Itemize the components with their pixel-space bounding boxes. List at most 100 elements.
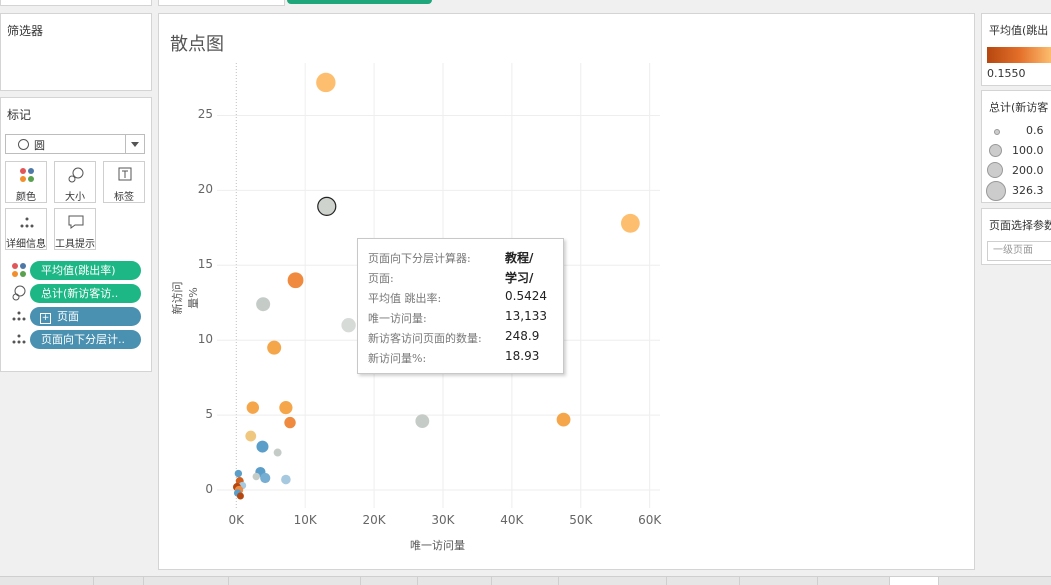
data-point[interactable] bbox=[273, 448, 282, 457]
data-point[interactable] bbox=[245, 430, 257, 442]
data-point[interactable] bbox=[246, 401, 260, 414]
data-point[interactable] bbox=[236, 492, 244, 500]
sheet-tab[interactable] bbox=[229, 577, 361, 585]
pill-sum-new-visitors[interactable]: 总计(新访客访.. bbox=[30, 284, 141, 303]
active-sheet-tab[interactable] bbox=[890, 577, 939, 585]
tooltip-value: 教程/ bbox=[505, 251, 534, 265]
y-tick-label: 25 bbox=[197, 107, 213, 122]
data-point[interactable] bbox=[556, 412, 571, 427]
size-icon bbox=[12, 285, 26, 301]
y-tick-label: 20 bbox=[197, 182, 213, 197]
color-legend[interactable]: 平均值(跳出 0.1550 bbox=[981, 13, 1051, 86]
tooltip-value: 18.93 bbox=[505, 349, 540, 363]
data-point[interactable] bbox=[279, 401, 293, 415]
sheet-tab[interactable] bbox=[94, 577, 144, 585]
detail-dots-icon bbox=[12, 334, 26, 344]
filters-shelf[interactable]: 筛选器 bbox=[0, 13, 152, 91]
data-point[interactable] bbox=[316, 72, 336, 93]
color-button[interactable]: 颜色 bbox=[5, 161, 47, 203]
detail-button[interactable]: 详细信息 bbox=[5, 208, 47, 250]
x-tick-label: 10K bbox=[293, 513, 317, 527]
data-point[interactable] bbox=[284, 416, 296, 429]
color-palette-icon bbox=[12, 263, 26, 277]
sheet-tab[interactable] bbox=[0, 577, 94, 585]
active-sheet-tab[interactable] bbox=[287, 0, 432, 4]
chevron-down-icon bbox=[131, 142, 139, 147]
detail-dots-icon bbox=[20, 217, 34, 228]
dropdown-divider bbox=[125, 135, 126, 153]
size-swatch bbox=[986, 181, 1006, 201]
marks-title: 标记 bbox=[7, 108, 32, 122]
parameter-control: 页面选择参数 一级页面 bbox=[981, 208, 1051, 265]
size-legend-item: 326.3 bbox=[1012, 184, 1044, 197]
size-legend-item: 0.6 bbox=[1026, 124, 1044, 137]
data-point[interactable] bbox=[287, 272, 304, 289]
size-button[interactable]: 大小 bbox=[54, 161, 96, 203]
tooltip-label: 新访客访问页面的数量: bbox=[368, 332, 482, 345]
pill-avg-bounce[interactable]: 平均值(跳出率) bbox=[30, 261, 141, 280]
mark-type-dropdown[interactable]: 圆 bbox=[5, 134, 145, 154]
data-point[interactable] bbox=[281, 474, 291, 485]
size-legend-title: 总计(新访客 bbox=[989, 101, 1049, 114]
data-points[interactable] bbox=[232, 72, 640, 500]
sheet-tab[interactable] bbox=[418, 577, 492, 585]
top-card-middle bbox=[158, 0, 285, 6]
tooltip-label: 新访问量%: bbox=[368, 352, 427, 365]
data-point[interactable] bbox=[234, 469, 243, 478]
tooltip-label: 平均值 跳出率: bbox=[368, 292, 442, 305]
sheet-tab[interactable] bbox=[492, 577, 559, 585]
sheet-tab[interactable] bbox=[818, 577, 890, 585]
size-legend[interactable]: 总计(新访客 0.6 100.0 200.0 326.3 bbox=[981, 90, 1051, 203]
tooltip-button[interactable]: 工具提示 bbox=[54, 208, 96, 250]
tooltip-value: 0.5424 bbox=[505, 289, 547, 303]
sheet-tab-bar bbox=[0, 576, 1051, 585]
data-point[interactable] bbox=[260, 472, 271, 484]
color-button-label: 颜色 bbox=[16, 192, 36, 203]
y-tick-label: 10 bbox=[197, 332, 213, 347]
color-palette-icon bbox=[20, 168, 34, 182]
pill-page[interactable]: + 页面 bbox=[30, 307, 141, 326]
sheet-tab[interactable] bbox=[740, 577, 818, 585]
detail-dots-icon bbox=[12, 311, 26, 321]
tooltip-label: 页面: bbox=[368, 272, 394, 285]
expand-plus-icon: + bbox=[40, 313, 51, 324]
label-button-label: 标签 bbox=[114, 192, 134, 203]
tooltip-label: 唯一访问量: bbox=[368, 312, 427, 325]
data-point[interactable] bbox=[341, 318, 356, 333]
data-point[interactable] bbox=[267, 340, 282, 355]
chart-title: 散点图 bbox=[170, 34, 224, 55]
x-tick-label: 50K bbox=[569, 513, 593, 527]
x-axis-title: 唯一访问量 bbox=[410, 539, 465, 552]
size-button-label: 大小 bbox=[65, 192, 85, 203]
sheet-tab[interactable] bbox=[361, 577, 418, 585]
sheet-tab[interactable] bbox=[144, 577, 229, 585]
color-legend-title: 平均值(跳出 bbox=[989, 24, 1049, 37]
data-point[interactable] bbox=[317, 196, 337, 216]
sheet-tab[interactable] bbox=[667, 577, 740, 585]
pill-page-drilldown[interactable]: 页面向下分层计.. bbox=[30, 330, 141, 349]
sheet-tab[interactable] bbox=[559, 577, 667, 585]
data-point[interactable] bbox=[256, 440, 269, 453]
color-gradient-bar bbox=[987, 47, 1051, 63]
top-toolbar bbox=[0, 0, 1051, 8]
tooltip-value: 13,133 bbox=[505, 309, 547, 323]
tooltip-label: 页面向下分层计算器: bbox=[368, 252, 471, 265]
data-point[interactable] bbox=[256, 297, 271, 312]
page-select-dropdown[interactable]: 一级页面 bbox=[987, 241, 1051, 261]
tooltip-button-label: 工具提示 bbox=[55, 239, 95, 250]
x-tick-label: 20K bbox=[362, 513, 386, 527]
size-swatch bbox=[994, 129, 1000, 135]
data-point[interactable] bbox=[415, 414, 430, 428]
label-button[interactable]: 标签 bbox=[103, 161, 145, 203]
top-card-left bbox=[0, 0, 152, 6]
pill-page-label: 页面 bbox=[57, 310, 79, 323]
data-point[interactable] bbox=[252, 472, 260, 481]
speech-bubble-icon bbox=[68, 215, 84, 229]
color-legend-min: 0.1550 bbox=[987, 67, 1026, 80]
data-point[interactable] bbox=[620, 213, 640, 233]
x-tick-label: 30K bbox=[431, 513, 455, 527]
y-tick-label: 0 bbox=[205, 482, 213, 497]
tooltip-popup: 页面向下分层计算器: 教程/ 页面: 学习/ 平均值 跳出率: 0.5424 唯… bbox=[357, 238, 564, 374]
circle-mark-icon bbox=[18, 139, 29, 150]
